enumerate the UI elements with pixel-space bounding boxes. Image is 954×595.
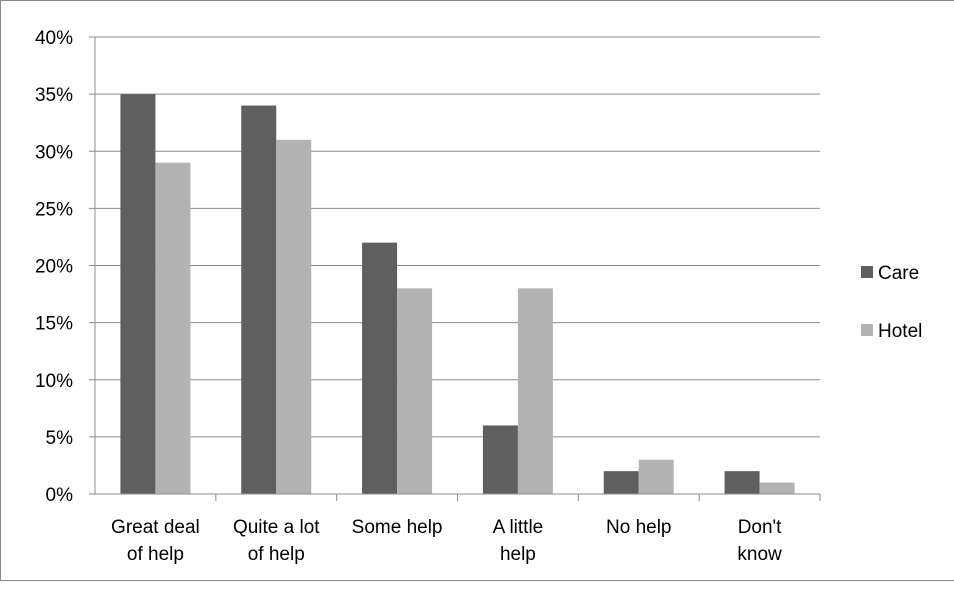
bar-care-2 — [362, 243, 397, 494]
y-tick-label: 5% — [46, 428, 74, 449]
bar-care-5 — [725, 471, 760, 494]
bar-hotel-0 — [155, 163, 190, 494]
y-tick-labels: 0% 5% 10% 15% 20% 25% 30% 35% 40% — [35, 28, 73, 506]
legend-label: Hotel — [878, 321, 922, 342]
y-tick-label: 35% — [35, 85, 73, 106]
x-tick-label: Quite a lot — [233, 517, 320, 538]
legend: Care Hotel — [861, 263, 922, 342]
y-tick-label: 10% — [35, 371, 73, 392]
x-tick-label: of help — [248, 544, 305, 565]
y-tick-label: 25% — [35, 199, 73, 220]
legend-label: Care — [878, 263, 919, 284]
bar-care-1 — [241, 106, 276, 494]
legend-swatch — [861, 324, 873, 336]
bar-care-3 — [483, 425, 518, 494]
bar-hotel-5 — [760, 483, 795, 494]
bar-care-0 — [120, 94, 155, 494]
y-tick-label: 40% — [35, 28, 73, 49]
bar-care-4 — [604, 471, 639, 494]
y-tick-label: 15% — [35, 314, 73, 335]
x-tick-label: Great deal — [111, 517, 200, 538]
x-tick-label: Don't — [738, 517, 782, 538]
x-tick-label: know — [737, 544, 782, 565]
x-tick-label: Some help — [352, 517, 443, 538]
x-tick-labels: Great deal of help Quite a lot of help Some … — [111, 517, 782, 565]
bar-hotel-1 — [276, 140, 311, 494]
bar-hotel-4 — [639, 460, 674, 494]
x-tick-label: of help — [127, 544, 184, 565]
bar-hotel-2 — [397, 288, 432, 494]
y-tick-label: 0% — [46, 485, 74, 506]
bar-hotel-3 — [518, 288, 553, 494]
axes — [89, 37, 820, 501]
gridlines — [95, 37, 820, 437]
x-tick-label: A little — [493, 517, 544, 538]
x-tick-label: help — [500, 544, 536, 565]
y-tick-label: 20% — [35, 257, 73, 278]
x-tick-label: No help — [606, 517, 672, 538]
y-tick-label: 30% — [35, 142, 73, 163]
legend-swatch — [861, 266, 873, 278]
bars — [120, 94, 794, 494]
